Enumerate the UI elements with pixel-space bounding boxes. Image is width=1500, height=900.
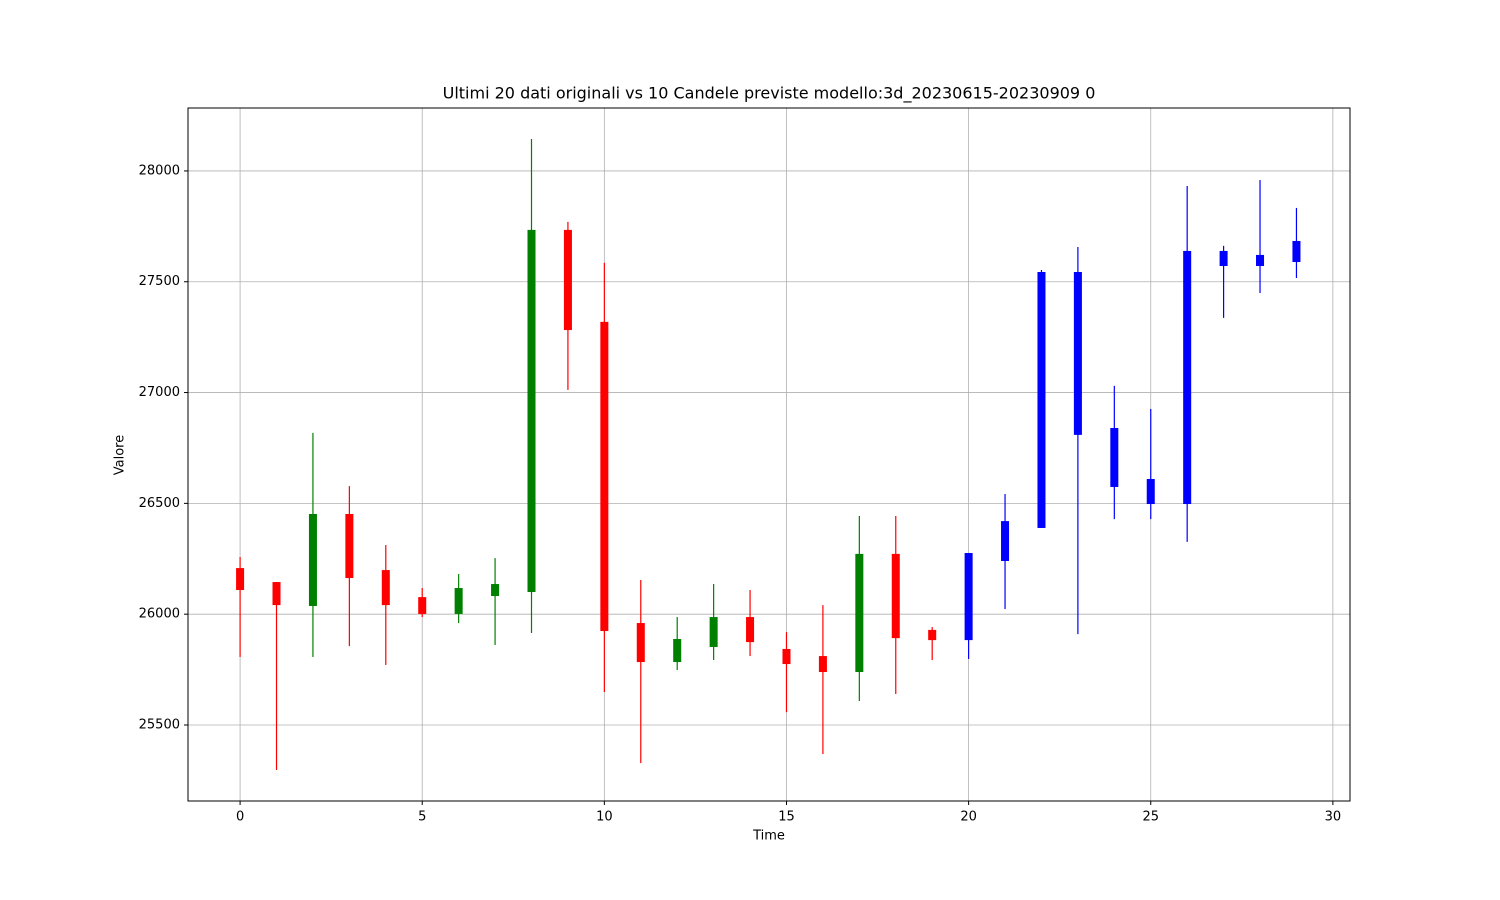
candle-body	[418, 597, 427, 614]
y-tick-label: 28000	[139, 163, 180, 178]
chart-title: Ultimi 20 dati originali vs 10 Candele p…	[443, 84, 1096, 104]
candle-body	[1219, 250, 1228, 267]
candle-body	[381, 570, 390, 606]
x-tick-label: 10	[596, 810, 613, 825]
candle-body	[1073, 271, 1082, 435]
y-tick-label: 27500	[139, 274, 180, 289]
candle-body	[600, 321, 609, 632]
candle-body	[527, 229, 536, 593]
candle-body	[1183, 250, 1192, 505]
candle-body	[964, 553, 973, 641]
x-tick-label: 20	[960, 810, 977, 825]
y-tick-label: 26000	[139, 607, 180, 622]
candle-body	[746, 617, 755, 643]
plot-frame	[187, 107, 1351, 802]
candle-body	[454, 588, 463, 614]
x-tick-label: 25	[1142, 810, 1159, 825]
candle-body	[782, 648, 791, 665]
y-tick-label: 27000	[139, 385, 180, 400]
candle-body	[563, 229, 572, 331]
candle-body	[818, 656, 827, 673]
candle-body	[709, 617, 718, 647]
candle-body	[1146, 478, 1155, 505]
candle-body	[1001, 521, 1010, 561]
candle-body	[1256, 254, 1265, 267]
candle-body	[1037, 271, 1046, 528]
candle-body	[855, 553, 864, 673]
y-tick-label: 25500	[139, 717, 180, 732]
candle-body	[272, 582, 281, 606]
x-tick-label: 0	[236, 810, 244, 825]
candle-body	[891, 553, 900, 639]
x-tick-label: 5	[418, 810, 426, 825]
candle-body	[1292, 240, 1301, 263]
x-axis-label: Time	[752, 829, 785, 844]
candle-body	[928, 629, 937, 641]
x-tick-label: 30	[1325, 810, 1342, 825]
candle-body	[345, 514, 354, 579]
candle-body	[636, 623, 645, 663]
candle-body	[1110, 428, 1119, 487]
candle-body	[673, 638, 682, 663]
candle-body	[308, 514, 317, 606]
y-tick-label: 26500	[139, 496, 180, 511]
x-tick-label: 15	[778, 810, 795, 825]
candle-body	[236, 568, 245, 591]
candle-body	[491, 584, 500, 597]
y-axis-label: Valore	[113, 435, 128, 475]
